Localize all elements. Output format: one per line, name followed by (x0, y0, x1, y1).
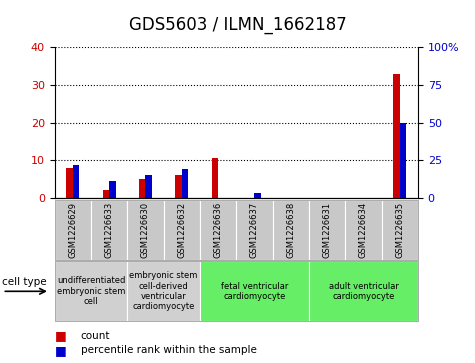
Text: embryonic stem
cell-derived
ventricular
cardiomyocyte: embryonic stem cell-derived ventricular … (130, 271, 198, 311)
Text: fetal ventricular
cardiomyocyte: fetal ventricular cardiomyocyte (221, 282, 288, 301)
Text: GSM1226634: GSM1226634 (359, 201, 368, 258)
Bar (103, 190, 109, 198)
Text: GSM1226637: GSM1226637 (250, 201, 259, 258)
Text: GSM1226629: GSM1226629 (68, 201, 77, 258)
Bar (109, 181, 116, 198)
Text: cell type: cell type (2, 277, 47, 287)
Bar (182, 169, 189, 198)
Text: GDS5603 / ILMN_1662187: GDS5603 / ILMN_1662187 (129, 16, 346, 34)
Bar (211, 158, 218, 198)
Text: GSM1226633: GSM1226633 (104, 201, 114, 258)
Bar (175, 175, 182, 198)
Text: GSM1226630: GSM1226630 (141, 201, 150, 258)
Text: ■: ■ (55, 344, 66, 357)
Text: count: count (81, 331, 110, 341)
Bar (73, 165, 79, 198)
Text: adult ventricular
cardiomyocyte: adult ventricular cardiomyocyte (329, 282, 399, 301)
Bar (145, 175, 152, 198)
Bar (255, 193, 261, 198)
Text: percentile rank within the sample: percentile rank within the sample (81, 345, 256, 355)
Text: undifferentiated
embryonic stem
cell: undifferentiated embryonic stem cell (57, 276, 125, 306)
Text: GSM1226636: GSM1226636 (214, 201, 223, 258)
Text: ■: ■ (55, 329, 66, 342)
Bar (66, 168, 73, 198)
Bar (400, 122, 407, 198)
Text: GSM1226635: GSM1226635 (395, 201, 404, 258)
Text: GSM1226638: GSM1226638 (286, 201, 295, 258)
Text: GSM1226631: GSM1226631 (323, 201, 332, 258)
Bar (393, 74, 400, 198)
Text: GSM1226632: GSM1226632 (177, 201, 186, 258)
Bar (139, 179, 145, 198)
